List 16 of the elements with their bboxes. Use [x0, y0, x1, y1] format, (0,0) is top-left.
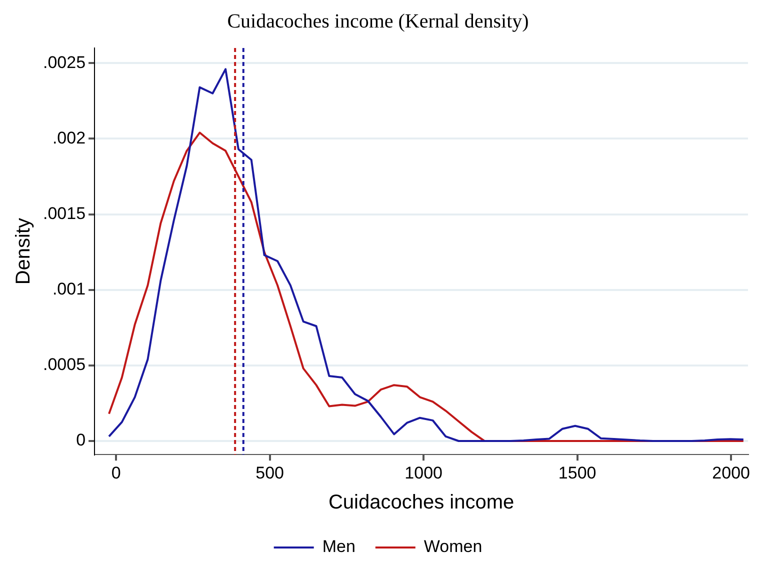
legend-label: Women: [424, 537, 482, 556]
x-tick-label: 1000: [404, 463, 442, 482]
x-tick-label: 2000: [712, 463, 750, 482]
y-tick-label: 0: [76, 430, 86, 450]
x-tick-label: 1500: [558, 463, 596, 482]
x-axis-title: Cuidacoches income: [328, 492, 514, 514]
legend-label: Men: [322, 537, 356, 556]
y-tick-label: .001: [52, 280, 86, 299]
y-tick-label: .0025: [42, 52, 86, 72]
x-tick-label: 0: [111, 463, 121, 482]
y-tick-label: .0015: [42, 204, 86, 223]
y-tick-label: .0005: [42, 355, 86, 374]
x-tick-label: 500: [256, 463, 284, 482]
chart-title: Cuidacoches income (Kernal density): [227, 10, 529, 32]
y-tick-label: .002: [52, 128, 86, 148]
y-axis-title: Density: [12, 218, 35, 285]
